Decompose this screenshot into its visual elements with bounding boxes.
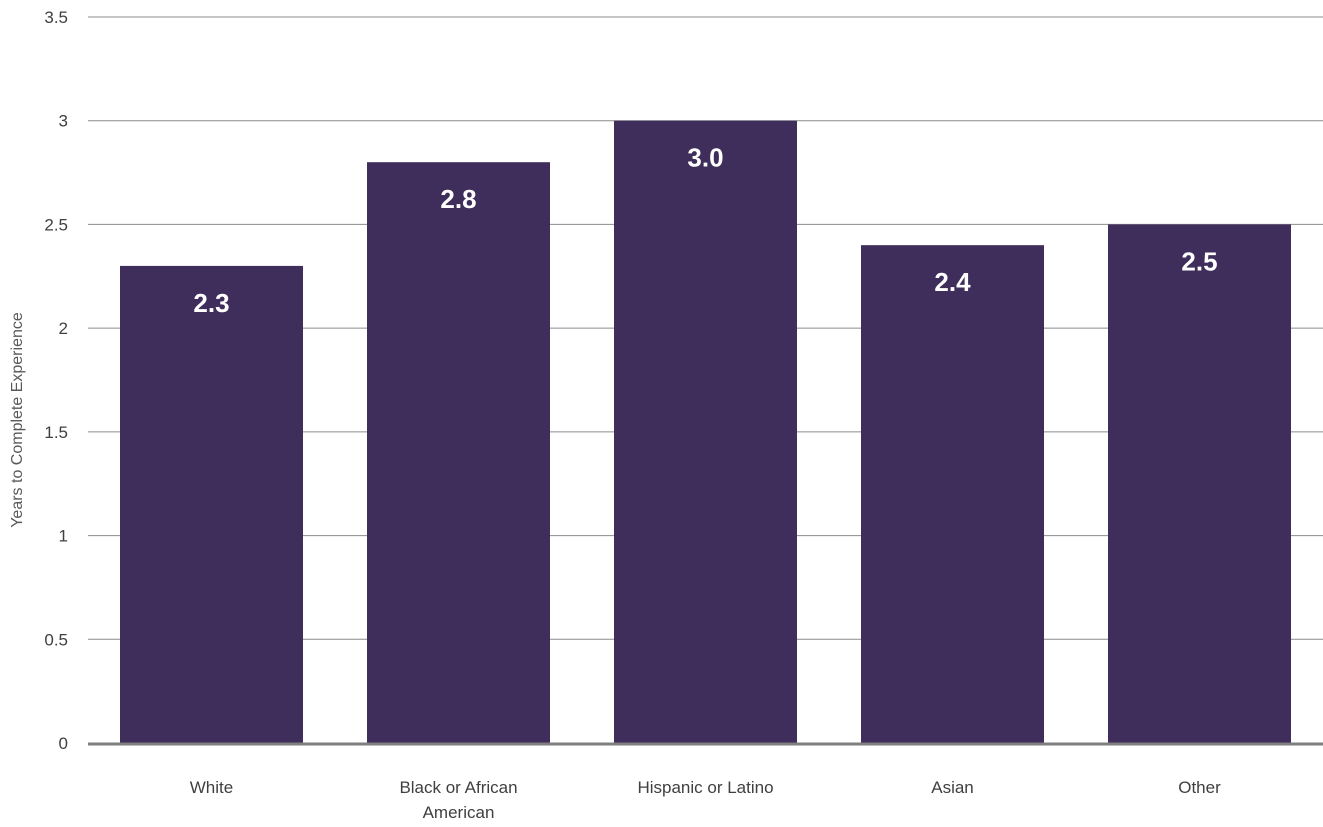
- bars: [120, 120, 1291, 743]
- y-tick-label: 3: [59, 112, 68, 131]
- x-axis-categories: White Black or African American Hispanic or…: [190, 778, 1221, 822]
- x-category-label: Asian: [931, 778, 974, 797]
- bar: [861, 245, 1044, 743]
- y-axis-ticks: 0 0.5 1 1.5 2 2.5 3 3.5: [44, 8, 68, 753]
- data-label: 2.8: [440, 184, 476, 214]
- data-label: 3.0: [687, 143, 723, 173]
- x-category-label: Hispanic or Latino: [637, 778, 773, 797]
- data-label: 2.4: [934, 267, 971, 297]
- y-tick-label: 2: [59, 319, 68, 338]
- y-tick-label: 1.5: [44, 423, 68, 442]
- data-label: 2.3: [193, 288, 229, 318]
- bar: [120, 265, 303, 743]
- y-tick-label: 2.5: [44, 215, 68, 234]
- data-label: 2.5: [1181, 246, 1217, 276]
- x-category-label: White: [190, 778, 233, 797]
- bar: [367, 162, 550, 743]
- y-tick-label: 0.5: [44, 630, 68, 649]
- y-axis-title: Years to Complete Experience: [9, 312, 26, 528]
- y-tick-label: 1: [59, 527, 68, 546]
- x-category-label: Other: [1178, 778, 1221, 797]
- x-category-label: Black or African American: [399, 778, 517, 822]
- data-labels: 2.3 2.8 3.0 2.4 2.5: [193, 143, 1217, 318]
- bar: [1108, 224, 1291, 743]
- bar: [614, 120, 797, 743]
- y-tick-label: 3.5: [44, 8, 68, 27]
- y-tick-label: 0: [59, 734, 68, 753]
